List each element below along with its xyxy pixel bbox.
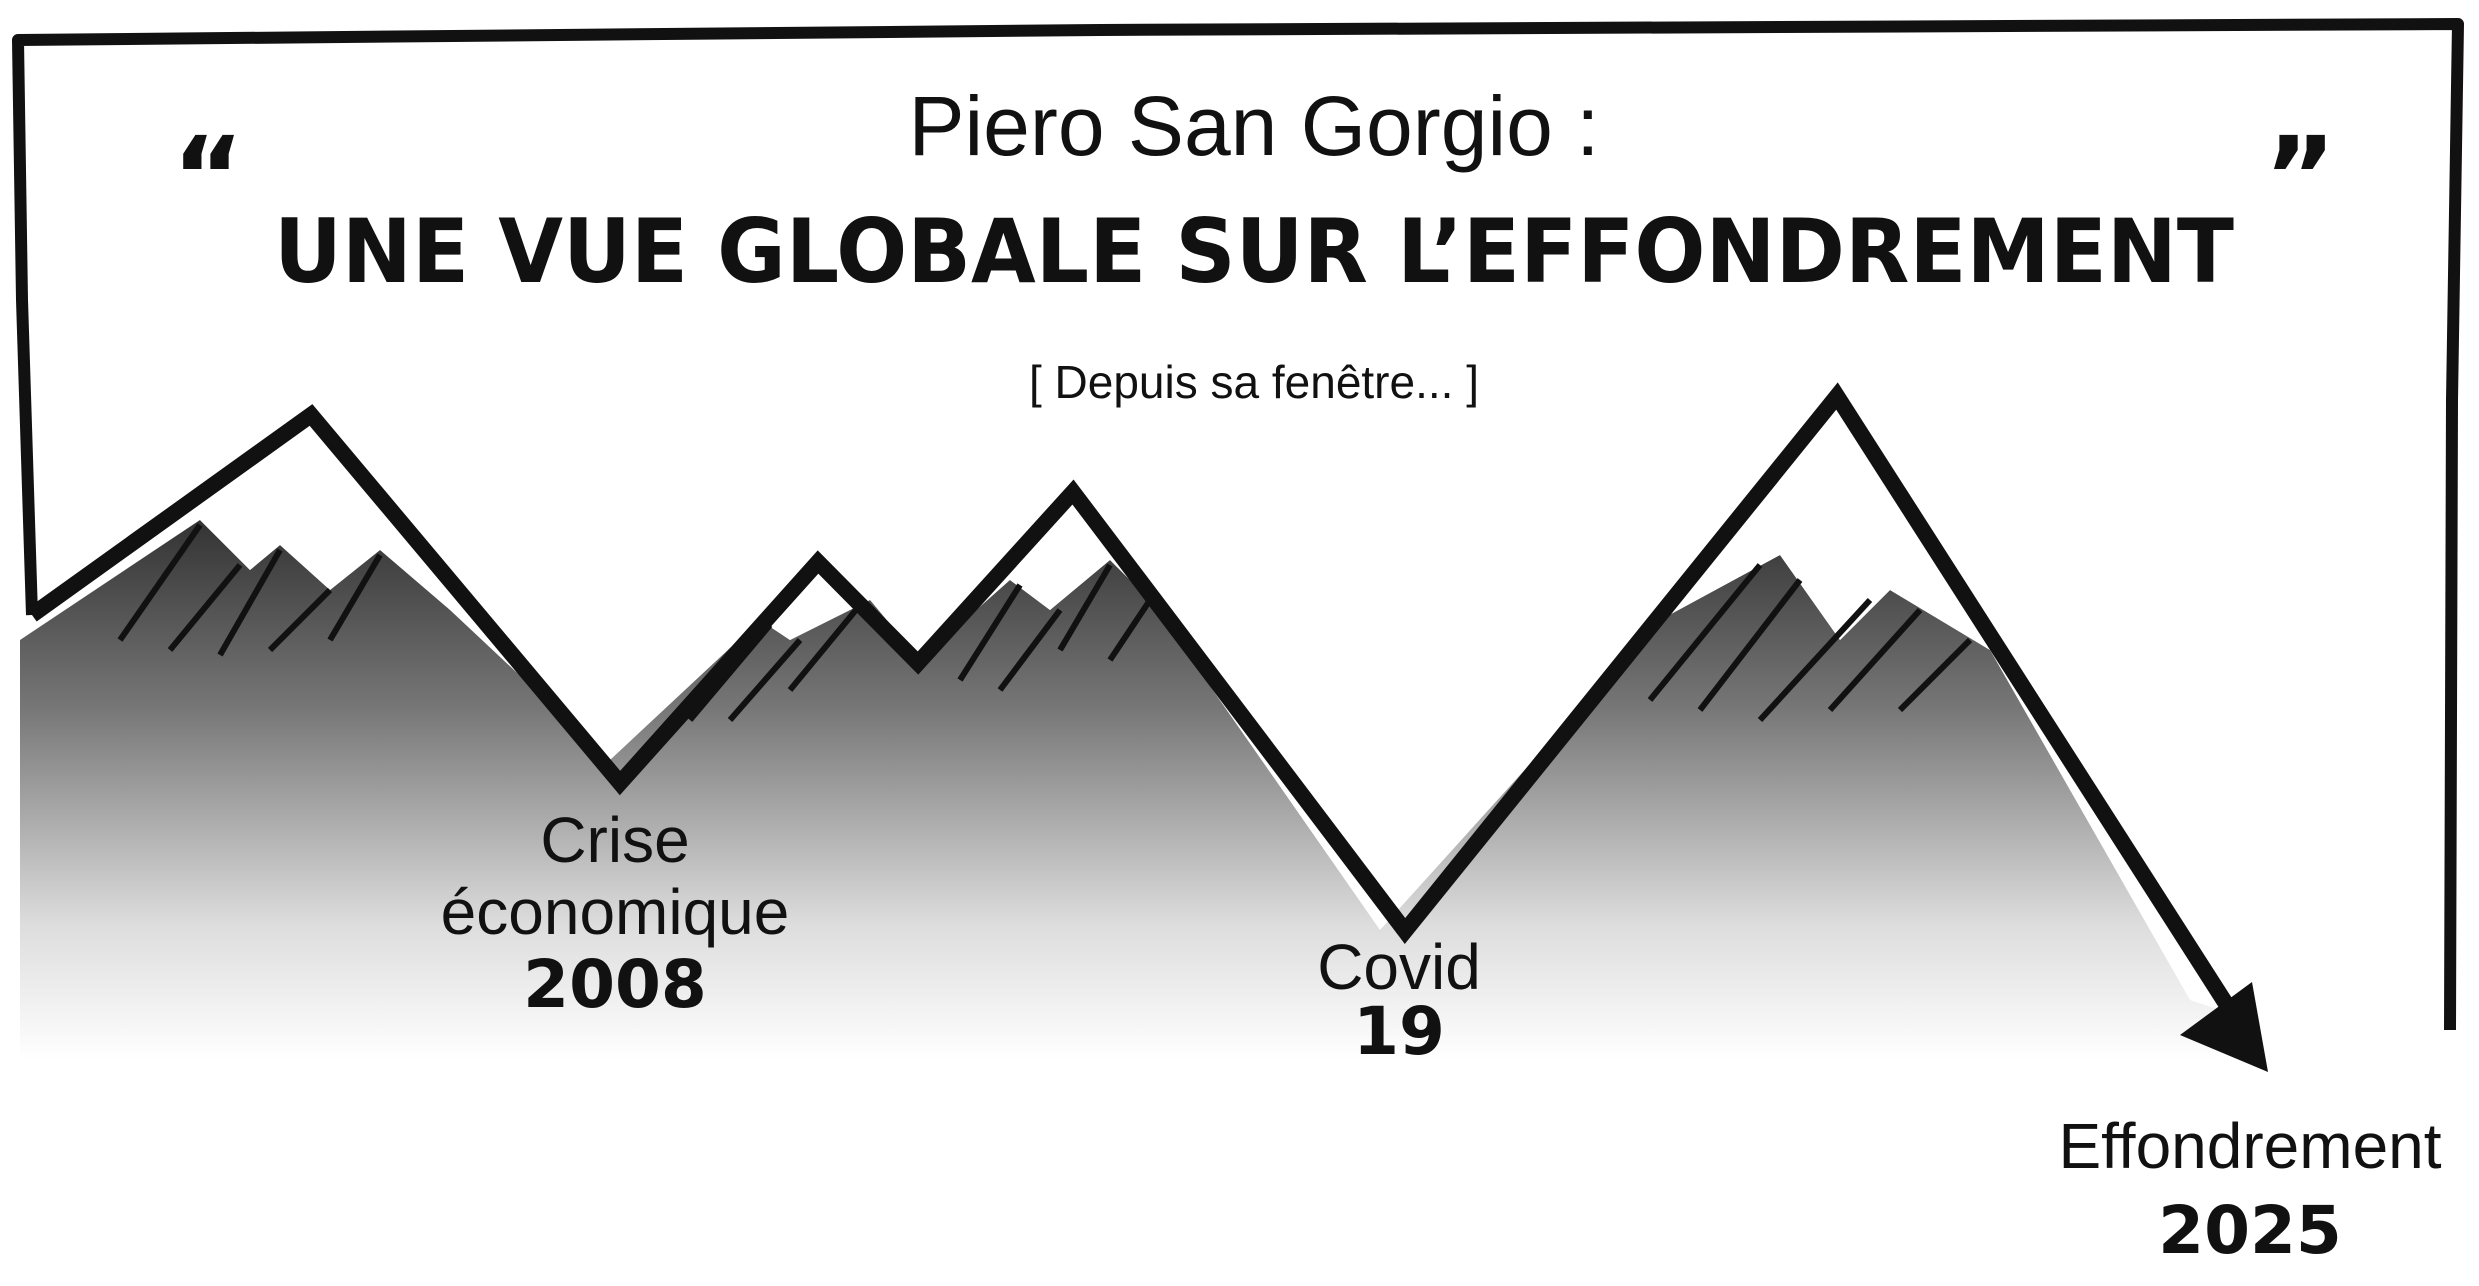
arrow-head bbox=[2180, 982, 2268, 1072]
event-label: Effondrement 2025 bbox=[2020, 1105, 2479, 1274]
event-name: Crise économique bbox=[440, 804, 790, 948]
hatching bbox=[117, 523, 1973, 723]
event-year: 19 bbox=[1353, 993, 1445, 1070]
event-label: Crise économique 2008 bbox=[415, 804, 815, 1024]
mountain-shading bbox=[20, 520, 2220, 1060]
trend-line bbox=[27, 382, 2237, 1015]
event-name: Covid bbox=[1317, 931, 1481, 1003]
snow bbox=[200, 430, 420, 590]
event-year: 2008 bbox=[523, 946, 707, 1024]
event-name: Effondrement bbox=[2058, 1110, 2442, 1182]
snow bbox=[1010, 505, 1150, 610]
open-quote: “ bbox=[172, 113, 244, 241]
frame bbox=[12, 18, 2464, 1031]
subtitle: Piero San Gorgio : bbox=[908, 79, 1599, 173]
snow bbox=[1660, 410, 1990, 650]
close-quote: ” bbox=[2264, 113, 2336, 241]
event-label: Covid 19 bbox=[1199, 935, 1599, 1065]
title: UNE VUE GLOBALE SUR L’EFFONDREMENT bbox=[274, 200, 2234, 303]
event-year: 2025 bbox=[2158, 1192, 2342, 1270]
note: [ Depuis sa fenêtre... ] bbox=[1029, 356, 1479, 408]
